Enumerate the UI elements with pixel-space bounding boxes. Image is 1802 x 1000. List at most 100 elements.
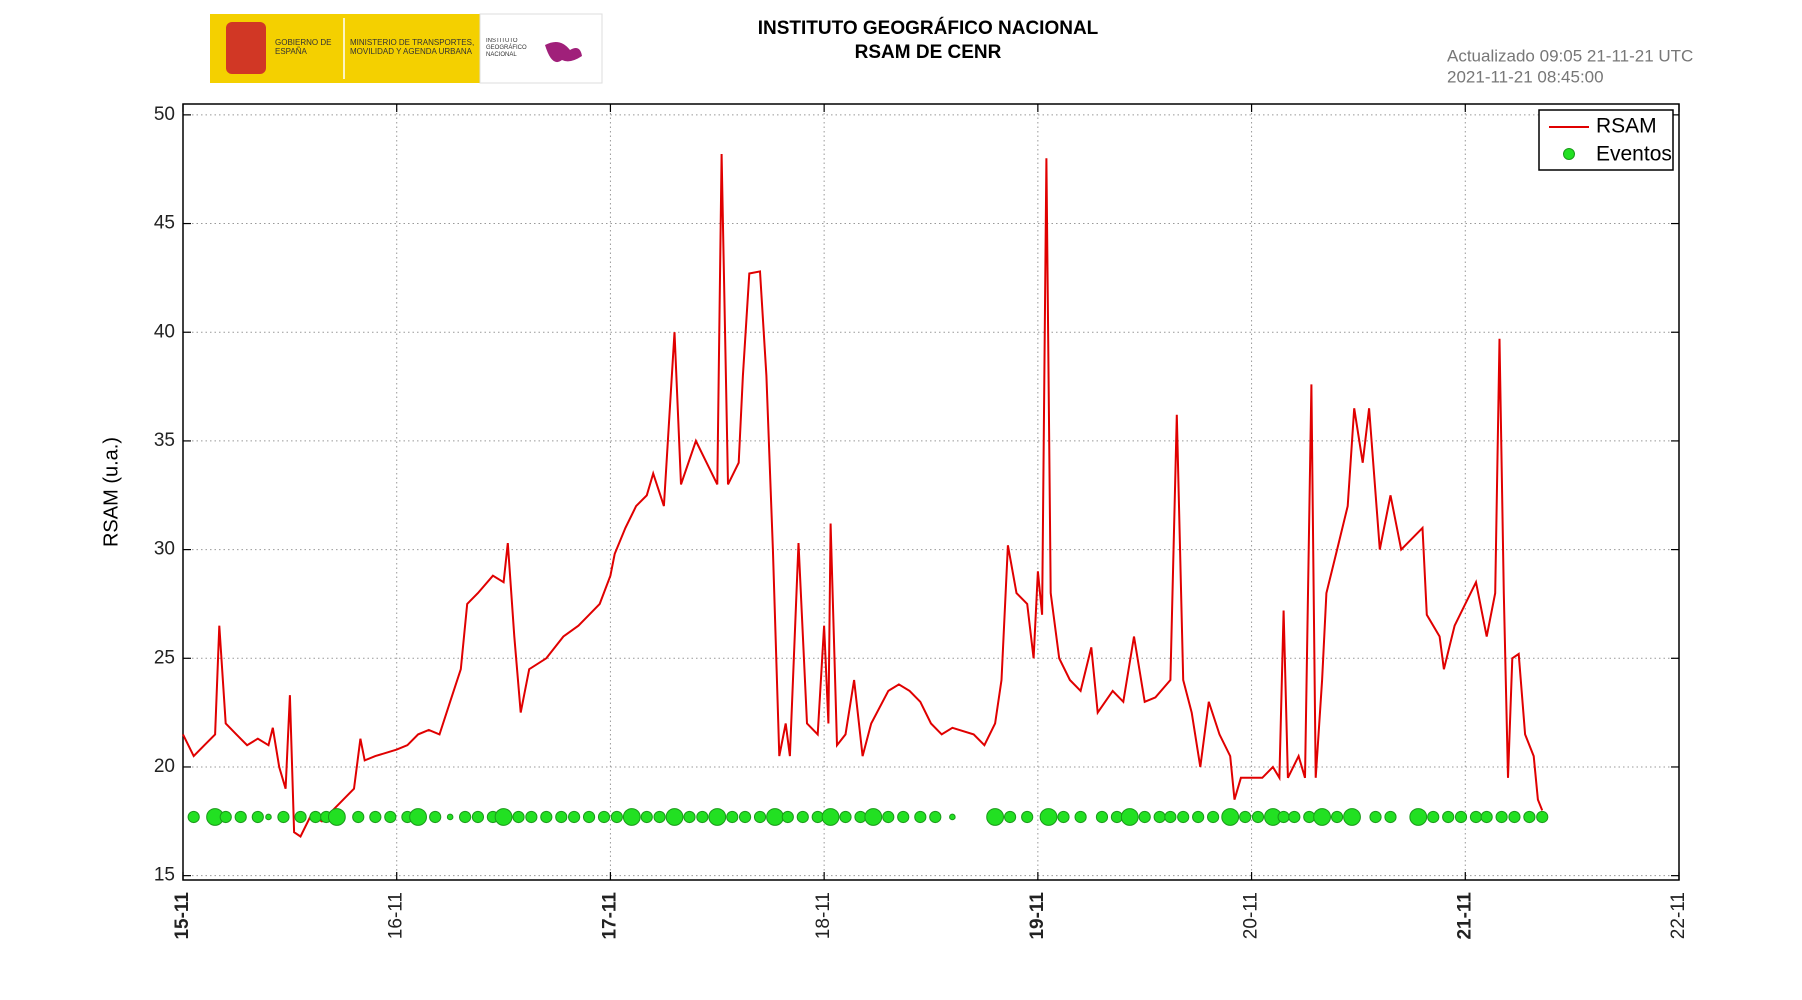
event-dot — [738, 810, 752, 824]
logo-ign-box — [479, 13, 603, 84]
y-tick-label: 15 — [154, 865, 175, 886]
legend-label: RSAM — [1596, 115, 1657, 138]
event-dot — [1110, 810, 1124, 824]
event-dot — [1021, 810, 1034, 824]
event-dot — [219, 810, 232, 824]
x-tick-label: 17-11 — [599, 892, 620, 940]
event-dot — [839, 810, 852, 824]
legend-label: Eventos — [1596, 143, 1672, 166]
rsam-line — [182, 153, 1544, 838]
event-dot — [1288, 810, 1301, 824]
event-dot — [294, 810, 307, 824]
event-dot — [1313, 808, 1331, 826]
timestamp-text: 2021-11-21 08:45:00 — [1447, 67, 1604, 86]
event-dot — [525, 810, 538, 824]
chart-subtitle: RSAM DE CENR — [855, 42, 1002, 63]
updated-text: Actualizado 09:05 21-11-21 UTC — [1447, 46, 1693, 65]
event-dot — [1138, 810, 1151, 824]
x-tick-label: 19-11 — [1027, 892, 1048, 940]
event-dot — [1057, 810, 1070, 824]
event-dot — [369, 810, 382, 824]
plot-frame — [182, 103, 1680, 881]
event-dot — [1508, 810, 1521, 824]
event-dot — [555, 810, 568, 824]
event-dot — [597, 810, 611, 824]
event-dot — [187, 810, 200, 824]
event-dot — [1409, 808, 1428, 826]
event-dot — [540, 810, 553, 824]
event-dot — [640, 810, 653, 824]
event-dot — [582, 810, 596, 824]
event-dot — [494, 808, 513, 826]
event-dot — [1039, 808, 1058, 826]
y-tick-label: 30 — [154, 539, 175, 560]
event-dot — [882, 810, 895, 824]
event-dot — [708, 808, 727, 826]
event-dot — [1469, 810, 1483, 824]
event-dot — [696, 810, 709, 824]
y-tick-label: 35 — [154, 430, 175, 451]
event-dot — [251, 810, 264, 824]
event-dot — [1523, 810, 1536, 824]
event-dot — [622, 808, 641, 826]
y-tick-label: 45 — [154, 213, 175, 234]
event-dot — [1480, 810, 1493, 824]
event-dot — [1192, 810, 1205, 824]
event-dot — [753, 810, 767, 824]
event-dot — [653, 810, 666, 824]
event-dot — [914, 810, 927, 824]
logo-text: INSTITUTO GEOGRÁFICO NACIONAL — [486, 38, 527, 58]
logo-text: MINISTERIO DE TRANSPORTES, MOVILIDAD Y A… — [350, 38, 475, 56]
event-dot — [1153, 810, 1166, 824]
event-dot — [1003, 810, 1017, 824]
event-dot — [471, 810, 485, 824]
event-dot — [821, 808, 840, 826]
event-dot — [512, 810, 525, 824]
event-dot — [1536, 810, 1549, 824]
y-tick-label: 40 — [154, 321, 175, 342]
event-dot — [1239, 810, 1252, 824]
event-dot — [1427, 810, 1440, 824]
event-dot — [277, 810, 290, 824]
x-tick-label: 20-11 — [1241, 892, 1262, 939]
event-dot — [384, 810, 397, 824]
y-axis-label: RSAM (u.a.) — [100, 437, 122, 547]
event-dot — [1277, 810, 1290, 824]
event-dot — [327, 808, 346, 826]
x-tick-label: 18-11 — [813, 892, 834, 939]
event-dot — [897, 810, 910, 824]
event-dot — [1207, 810, 1220, 824]
event-dot — [1369, 810, 1382, 824]
legend-box — [1538, 109, 1674, 171]
event-dot — [1384, 810, 1397, 824]
x-tick-label: 15-11 — [172, 892, 193, 940]
event-dot — [929, 810, 942, 824]
event-dot — [683, 810, 696, 824]
event-dot — [1221, 808, 1240, 826]
event-dot — [610, 810, 623, 824]
event-dot — [265, 813, 272, 821]
emblem — [226, 22, 266, 74]
event-dot — [949, 813, 956, 821]
event-dot — [1120, 808, 1139, 826]
event-dot — [446, 813, 454, 821]
event-dot — [854, 810, 867, 824]
logo: GOBIERNO DE ESPAÑA MINISTERIO DE TRANSPO… — [210, 13, 603, 84]
event-dot — [796, 810, 809, 824]
event-dot — [726, 810, 739, 824]
event-dot — [1303, 810, 1316, 824]
event-dot — [1343, 808, 1361, 826]
event-dot — [1164, 810, 1177, 824]
event-dot — [459, 810, 472, 824]
x-tick-label: 21-11 — [1454, 892, 1475, 940]
ign-icon — [545, 41, 582, 63]
event-dot — [986, 808, 1005, 826]
event-dot — [1177, 810, 1190, 824]
y-tick-label: 25 — [154, 647, 175, 668]
legend-swatch — [1563, 148, 1575, 160]
event-dot — [864, 808, 883, 826]
event-dot — [1442, 810, 1455, 824]
event-dot — [781, 810, 794, 824]
event-dot — [567, 810, 581, 824]
